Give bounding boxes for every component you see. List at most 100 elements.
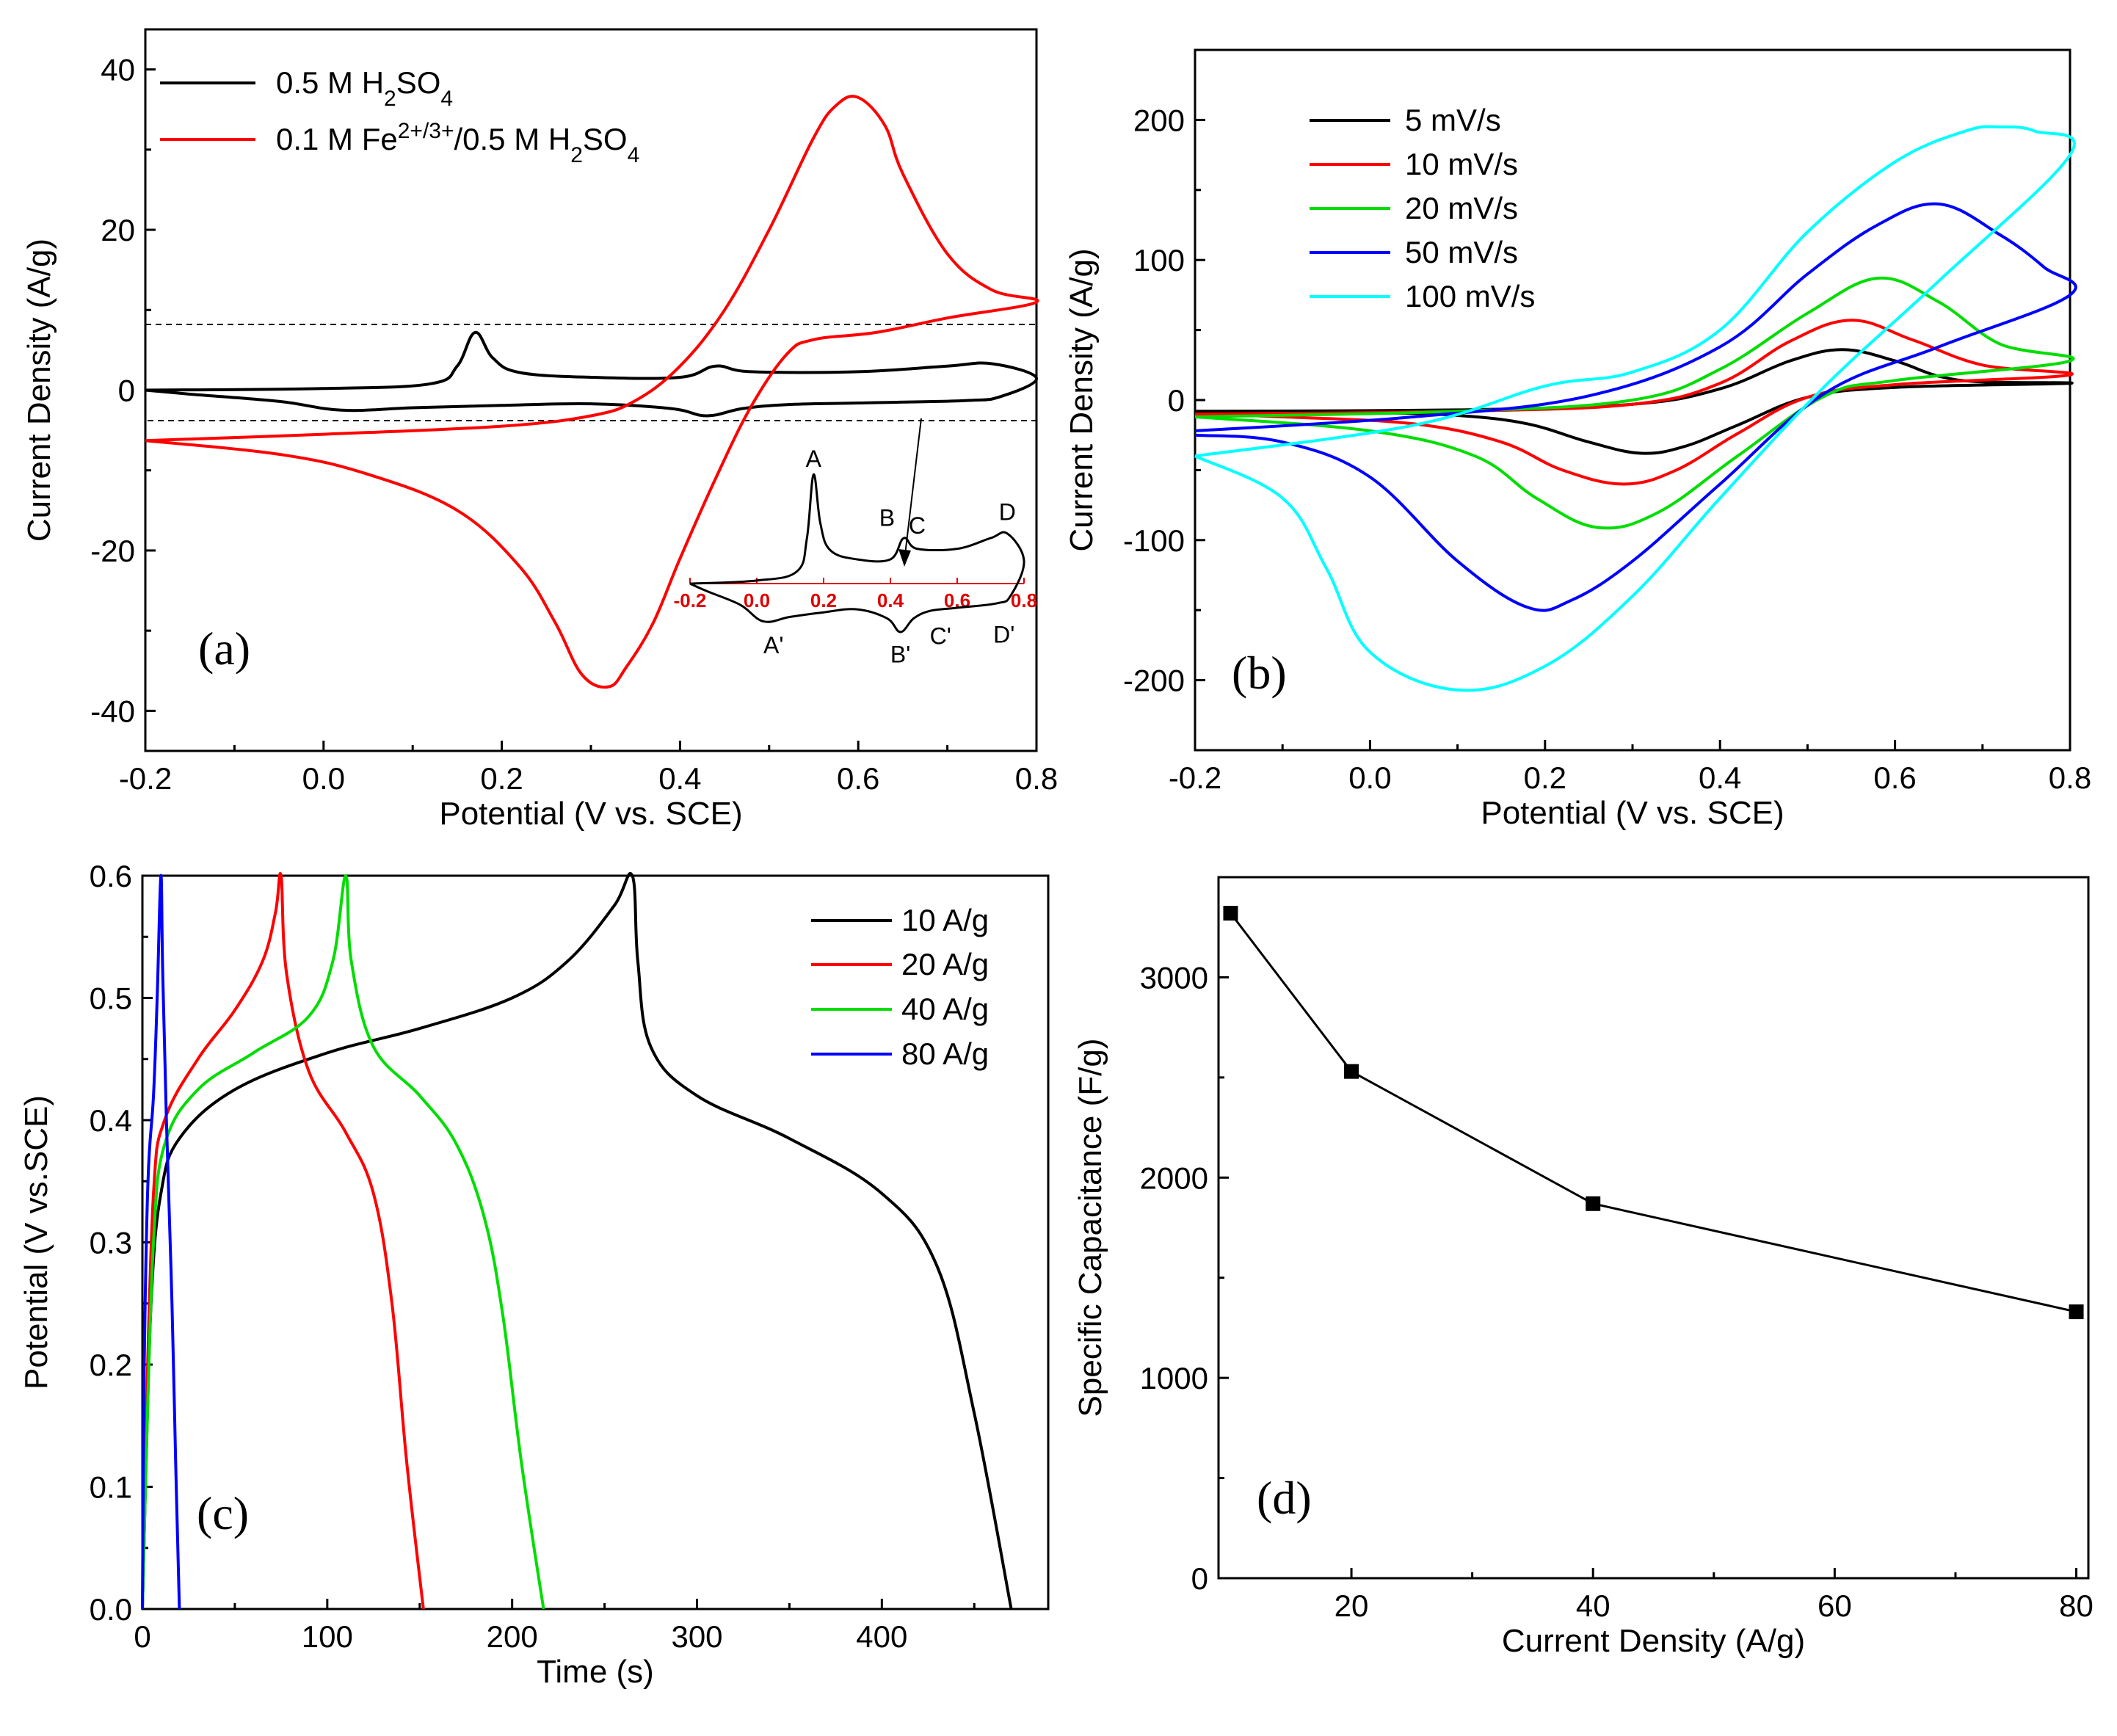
panel-b-y-tick-label: -100 — [1123, 523, 1185, 558]
panel-a-series-h2so4 — [145, 330, 1038, 418]
panel-d-point — [2069, 1304, 2084, 1320]
panel-b-y-tick-label: -200 — [1123, 664, 1185, 698]
panel-b-y-tick-label: 0 — [1168, 383, 1185, 418]
panel-c-frame — [141, 874, 1050, 1610]
panel-a-inset-arrow — [904, 418, 922, 562]
panel-b-x-tick-label: -0.2 — [1169, 760, 1221, 795]
panel-d-y-tick-label: 3000 — [1140, 960, 1208, 995]
panel-a-inset-tick-label: 0.2 — [810, 589, 837, 611]
panel-b-legend-label: 100 mV/s — [1405, 279, 1535, 313]
panel-b-legend-label: 20 mV/s — [1405, 191, 1518, 225]
panel-d-point — [1344, 1064, 1359, 1079]
panel-c-y-tick-label: 0.2 — [90, 1348, 132, 1382]
panel-d-x-axis-label: Current Density (A/g) — [1502, 1623, 1805, 1659]
panel-a-inset-peak-label: B — [879, 505, 895, 531]
panel-d-x-tick-label: 80 — [2059, 1588, 2094, 1623]
panel-b-tag: (b) — [1232, 647, 1287, 699]
panel-a-inset-tick-label: 0.8 — [1011, 589, 1037, 611]
panel-c-series-0 — [141, 872, 1013, 1610]
panel-b-series-1 — [1194, 319, 2074, 486]
panel-a-inset-peak-label: C' — [930, 623, 951, 650]
panel-a-x-tick-label: 0.0 — [302, 761, 345, 796]
panel-d-y-tick-label: 2000 — [1140, 1161, 1208, 1195]
panel-d-y-tick-label: 0 — [1191, 1561, 1208, 1596]
panel-d-frame — [1217, 876, 2090, 1580]
panel-a: -0.2 0.0 0.2 0.4 0.6 0.8 -40 -20 0 20 40 Potential … — [21, 28, 1058, 832]
panel-d-point — [1586, 1196, 1601, 1211]
panel-d-y-axis-label: Specific Capacitance (F/g) — [1072, 1039, 1108, 1417]
panel-b-y-tick-label: 100 — [1133, 243, 1185, 277]
panel-c-series-2 — [141, 874, 545, 1610]
panel-c-legend-label: 80 A/g — [901, 1036, 989, 1071]
panel-d: 20 40 60 80 0 1000 2000 3000 Current Density (A/… — [1072, 876, 2094, 1659]
panel-a-inset-arrowhead — [898, 549, 911, 567]
panel-a-y-tick-label: 40 — [101, 53, 135, 87]
panel-b-legend-label: 5 mV/s — [1405, 103, 1501, 137]
panel-d-tag: (d) — [1257, 1472, 1312, 1524]
panel-d-y-tick-label: 1000 — [1140, 1361, 1208, 1395]
panel-a-inset-tick-label: -0.2 — [674, 589, 707, 611]
panel-a-series-fe — [145, 95, 1039, 689]
panel-c-y-tick-label: 0.3 — [90, 1226, 132, 1260]
panel-a-inset-peak-label: A' — [763, 632, 783, 658]
panel-a-legend-fe-label: 0.1 M Fe2+/3+/0.5 M H2SO4 — [276, 119, 639, 167]
panel-b-x-tick-label: 0.6 — [1873, 760, 1916, 795]
panel-a-y-tick-label: 20 — [101, 213, 135, 247]
panel-a-inset-peak-label: D' — [993, 621, 1014, 647]
panel-b-y-tick-label: 200 — [1133, 103, 1185, 137]
panel-a-inset-curve — [689, 473, 1025, 633]
panel-b-x-axis-label: Potential (V vs. SCE) — [1481, 795, 1784, 831]
panel-c-x-axis-label: Time (s) — [537, 1654, 654, 1690]
panel-a-tag: (a) — [198, 622, 250, 675]
panel-c-y-tick-label: 0.0 — [90, 1592, 132, 1627]
panel-a-zoom-box — [145, 323, 1037, 422]
panel-b-y-axis-label: Current Density (A/g) — [1064, 248, 1100, 551]
panel-c-legend-label: 40 A/g — [901, 992, 989, 1026]
panel-c-series-1 — [141, 872, 425, 1610]
panel-a-x-tick-label: 0.4 — [658, 761, 701, 796]
panel-a-x-tick-label: 0.8 — [1015, 761, 1058, 796]
panel-a-inset-peak-label: B' — [890, 641, 910, 667]
panel-c-y-tick-label: 0.5 — [90, 981, 132, 1016]
panel-a-x-tick-label: 0.6 — [837, 761, 879, 796]
panel-a-inset-peak-label: D — [999, 498, 1016, 525]
panel-b-series-3 — [1194, 202, 2077, 612]
panel-c-x-tick-label: 300 — [671, 1619, 722, 1654]
panel-a-y-axis-label: Current Density (A/g) — [21, 239, 57, 542]
panel-b-x-tick-label: 0.4 — [1699, 760, 1741, 795]
panel-c-y-tick-label: 0.6 — [90, 859, 132, 893]
panel-b-legend-label: 10 mV/s — [1405, 147, 1518, 181]
panel-d-series-line — [1230, 912, 2077, 1313]
panel-b-series-2 — [1194, 276, 2075, 530]
panel-a-inset-peak-label: C — [909, 512, 926, 539]
panel-a-inset-peak-label: A — [806, 446, 822, 472]
panel-b-x-tick-label: 0.0 — [1348, 760, 1391, 795]
panel-c-x-tick-label: 100 — [302, 1619, 353, 1654]
panel-c-y-tick-label: 0.1 — [90, 1470, 132, 1505]
panel-a-x-tick-label: 0.2 — [480, 761, 523, 796]
panel-b-x-tick-label: 0.8 — [2049, 760, 2091, 795]
panel-c-tag: (c) — [197, 1487, 249, 1539]
panel-a-x-axis-label: Potential (V vs. SCE) — [439, 796, 742, 832]
panel-b-series-4 — [1194, 125, 2076, 692]
panel-a-inset-tick-label: 0.0 — [744, 589, 770, 611]
panel-c-x-tick-label: 400 — [856, 1619, 907, 1654]
panel-c-y-axis-label: Potential (V vs.SCE) — [18, 1095, 54, 1390]
panel-d-x-tick-label: 40 — [1576, 1588, 1611, 1623]
panel-c: 0 100 200 300 400 0.0 0.1 0.2 0.3 0.4 0.5 0.6 Time (… — [18, 859, 1050, 1690]
panel-a-y-tick-label: 0 — [118, 374, 135, 408]
panel-c-series-3 — [141, 874, 181, 1610]
panel-a-inset-tick-label: 0.4 — [877, 589, 904, 611]
panel-d-x-tick-label: 60 — [1818, 1588, 1852, 1623]
panel-d-x-tick-label: 20 — [1335, 1588, 1369, 1623]
panel-a-y-tick-label: -20 — [90, 534, 135, 568]
panel-c-x-tick-label: 0 — [134, 1619, 150, 1654]
panel-c-x-tick-label: 200 — [487, 1619, 538, 1654]
panel-c-legend-label: 10 A/g — [901, 903, 989, 937]
panel-b-legend-label: 50 mV/s — [1405, 235, 1518, 269]
panel-b-x-tick-label: 0.2 — [1524, 760, 1566, 795]
panel-a-x-tick-label: -0.2 — [119, 761, 172, 796]
panel-a-legend-h2so4-label: 0.5 M H2SO4 — [276, 65, 453, 111]
panel-c-y-tick-label: 0.4 — [90, 1103, 132, 1138]
